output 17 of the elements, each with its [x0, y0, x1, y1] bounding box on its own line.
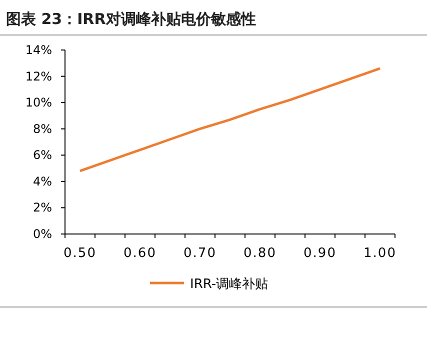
chart-title: 图表 23：IRR对调峰补贴电价敏感性 — [6, 10, 256, 28]
y-tick-label: 12% — [25, 69, 52, 84]
x-tick-label: 1.00 — [364, 246, 396, 261]
x-tick-label: 0.60 — [124, 246, 156, 261]
line-series — [78, 67, 382, 172]
y-tick-label: 2% — [32, 200, 52, 215]
x-tick-label: 0.50 — [64, 246, 96, 261]
y-tick-label: 8% — [32, 122, 52, 136]
y-tick-label: 6% — [32, 148, 52, 162]
y-tick-label: 14% — [25, 43, 52, 57]
y-tick-label: 10% — [25, 96, 52, 110]
y-tick-label: 4% — [32, 174, 52, 188]
x-tick-label: 0.90 — [304, 246, 336, 261]
legend-label: IRR-调峰补贴 — [190, 277, 268, 292]
x-tick-label: 0.80 — [244, 246, 276, 261]
x-tick-label: 0.70 — [184, 246, 216, 261]
y-tick-label: 0% — [32, 227, 52, 241]
